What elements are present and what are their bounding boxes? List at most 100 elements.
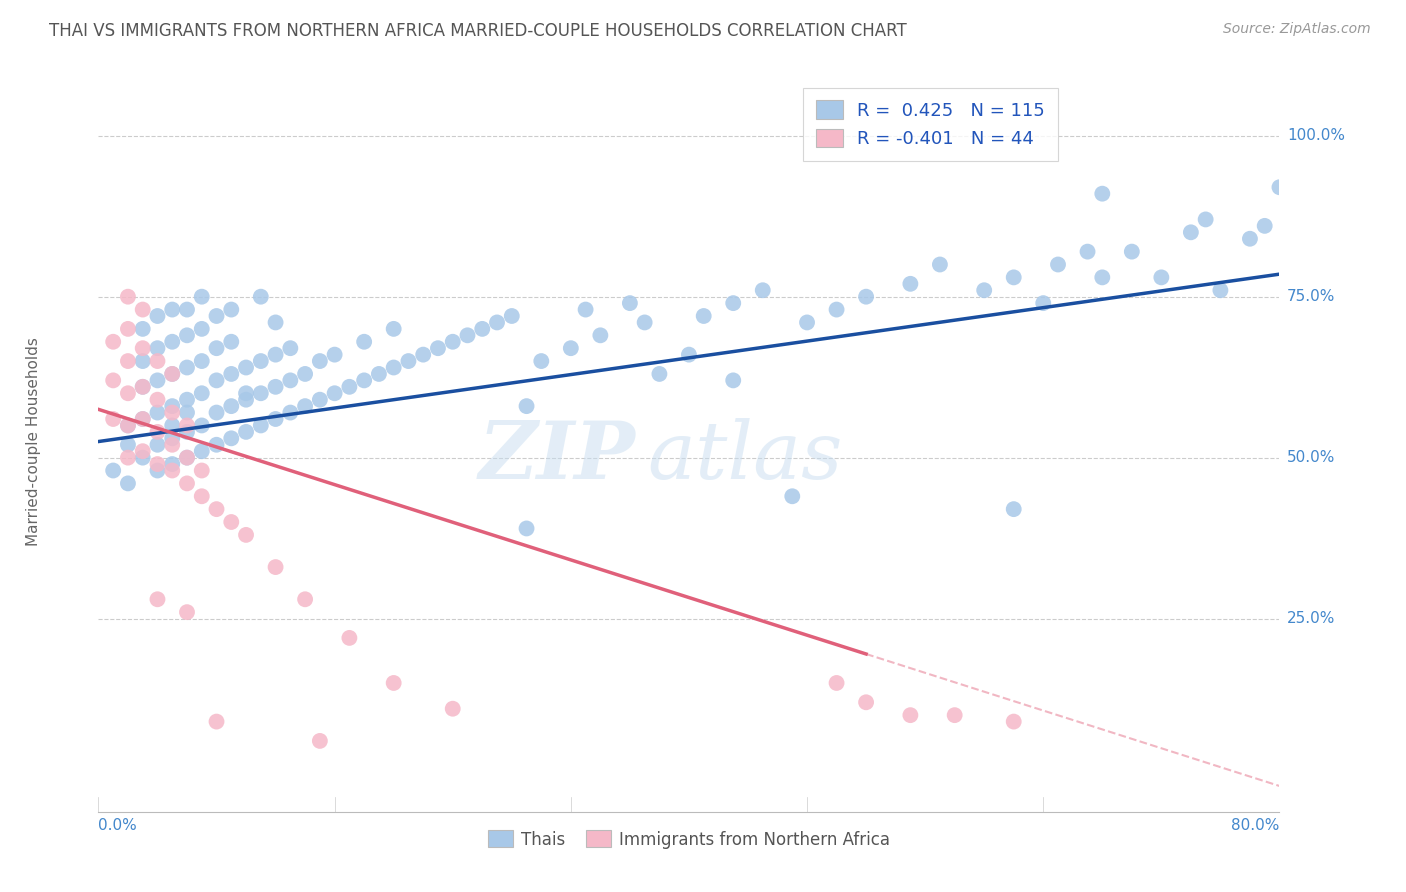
- Point: [176, 450, 198, 465]
- Point: [516, 521, 538, 535]
- Point: [176, 450, 198, 465]
- Point: [205, 714, 228, 729]
- Point: [250, 354, 273, 368]
- Point: [132, 450, 155, 465]
- Point: [176, 302, 198, 317]
- Point: [132, 322, 155, 336]
- Point: [162, 334, 183, 349]
- Point: [235, 392, 257, 407]
- Point: [146, 354, 169, 368]
- Point: [280, 373, 302, 387]
- Point: [191, 354, 214, 368]
- Point: [368, 367, 391, 381]
- Point: [191, 463, 214, 477]
- Point: [103, 334, 125, 349]
- Point: [1209, 283, 1232, 297]
- Point: [855, 290, 877, 304]
- Point: [221, 302, 243, 317]
- Text: 0.0%: 0.0%: [98, 818, 138, 833]
- Point: [280, 341, 302, 355]
- Point: [634, 315, 657, 329]
- Point: [176, 392, 198, 407]
- Point: [796, 315, 818, 329]
- Point: [235, 528, 257, 542]
- Point: [1032, 296, 1054, 310]
- Text: 100.0%: 100.0%: [1286, 128, 1346, 144]
- Legend: Thais, Immigrants from Northern Africa: Thais, Immigrants from Northern Africa: [481, 823, 897, 855]
- Point: [176, 425, 198, 439]
- Point: [900, 708, 922, 723]
- Point: [1121, 244, 1143, 259]
- Point: [264, 380, 287, 394]
- Point: [205, 373, 228, 387]
- Point: [146, 373, 169, 387]
- Point: [973, 283, 995, 297]
- Point: [176, 328, 198, 343]
- Point: [382, 360, 405, 375]
- Point: [782, 489, 804, 503]
- Point: [176, 360, 198, 375]
- Point: [412, 348, 434, 362]
- Point: [723, 373, 745, 387]
- Point: [382, 322, 405, 336]
- Point: [235, 360, 257, 375]
- Point: [1002, 270, 1025, 285]
- Point: [1046, 258, 1070, 272]
- Point: [943, 708, 966, 723]
- Point: [250, 386, 273, 401]
- Point: [132, 412, 155, 426]
- Point: [132, 380, 155, 394]
- Point: [264, 315, 287, 329]
- Point: [176, 418, 198, 433]
- Point: [486, 315, 509, 329]
- Point: [103, 373, 125, 387]
- Point: [825, 302, 848, 317]
- Point: [441, 702, 464, 716]
- Point: [103, 463, 125, 477]
- Point: [205, 341, 228, 355]
- Point: [191, 418, 214, 433]
- Point: [678, 348, 700, 362]
- Point: [1180, 225, 1202, 239]
- Point: [264, 560, 287, 574]
- Point: [294, 399, 316, 413]
- Point: [191, 290, 214, 304]
- Point: [1002, 502, 1025, 516]
- Point: [146, 392, 169, 407]
- Point: [162, 367, 183, 381]
- Point: [648, 367, 671, 381]
- Point: [146, 457, 169, 471]
- Point: [294, 592, 316, 607]
- Text: Source: ZipAtlas.com: Source: ZipAtlas.com: [1223, 22, 1371, 37]
- Point: [250, 290, 273, 304]
- Point: [589, 328, 612, 343]
- Point: [221, 399, 243, 413]
- Text: atlas: atlas: [648, 417, 844, 495]
- Point: [176, 605, 198, 619]
- Point: [752, 283, 775, 297]
- Point: [205, 406, 228, 420]
- Point: [162, 302, 183, 317]
- Text: 50.0%: 50.0%: [1286, 450, 1336, 465]
- Point: [353, 334, 375, 349]
- Point: [1239, 232, 1261, 246]
- Point: [205, 502, 228, 516]
- Point: [1091, 270, 1114, 285]
- Point: [117, 418, 139, 433]
- Point: [339, 380, 361, 394]
- Point: [339, 631, 361, 645]
- Point: [323, 386, 346, 401]
- Point: [221, 515, 243, 529]
- Point: [103, 412, 125, 426]
- Point: [309, 354, 332, 368]
- Point: [117, 438, 139, 452]
- Point: [205, 309, 228, 323]
- Point: [132, 341, 155, 355]
- Point: [162, 457, 183, 471]
- Point: [205, 438, 228, 452]
- Point: [176, 476, 198, 491]
- Point: [191, 386, 214, 401]
- Point: [146, 341, 169, 355]
- Point: [427, 341, 450, 355]
- Point: [1150, 270, 1173, 285]
